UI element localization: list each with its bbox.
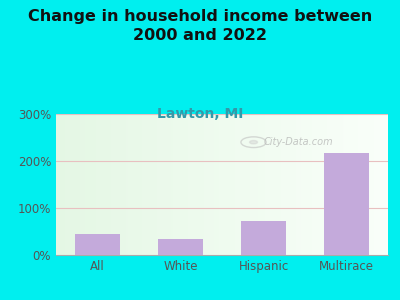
Bar <box>158 239 203 255</box>
Bar <box>75 234 120 255</box>
Bar <box>324 153 369 255</box>
Circle shape <box>250 140 258 144</box>
Text: Lawton, MI: Lawton, MI <box>157 106 243 121</box>
Text: Change in household income between
2000 and 2022: Change in household income between 2000 … <box>28 9 372 43</box>
Bar <box>241 221 286 255</box>
Text: City-Data.com: City-Data.com <box>264 137 333 147</box>
